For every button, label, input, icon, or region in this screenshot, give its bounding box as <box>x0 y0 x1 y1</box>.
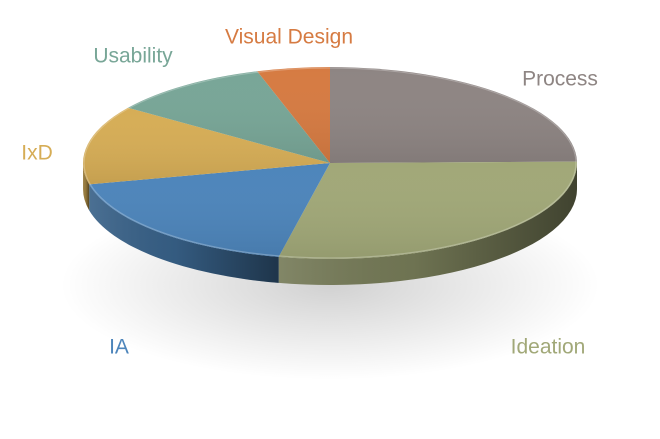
pie-slice-shade <box>82 107 330 185</box>
pie-slice-shade <box>89 163 330 257</box>
slice-label-process: Process <box>522 68 598 91</box>
pie-slice-shade <box>257 67 330 163</box>
slice-label-ia: IA <box>109 336 129 359</box>
slice-label-usability: Usability <box>93 45 173 68</box>
pie-side-shade <box>89 184 279 283</box>
slice-label-visual-design: Visual Design <box>225 26 353 49</box>
pie-tops <box>82 67 577 259</box>
pie-rim <box>83 67 577 259</box>
pie-side-shade <box>83 163 90 211</box>
pie-slice-shade <box>278 161 577 259</box>
pie-sides <box>83 163 577 285</box>
slice-label-ideation: Ideation <box>511 336 586 359</box>
pie-side-shade <box>278 163 577 285</box>
pie-slice-shade <box>330 67 577 163</box>
slice-label-ixd: IxD <box>21 142 53 165</box>
pie-slice-shade <box>128 71 330 163</box>
pie-labels: Process Ideation IA IxD Usability Visual Desi… <box>21 26 598 359</box>
